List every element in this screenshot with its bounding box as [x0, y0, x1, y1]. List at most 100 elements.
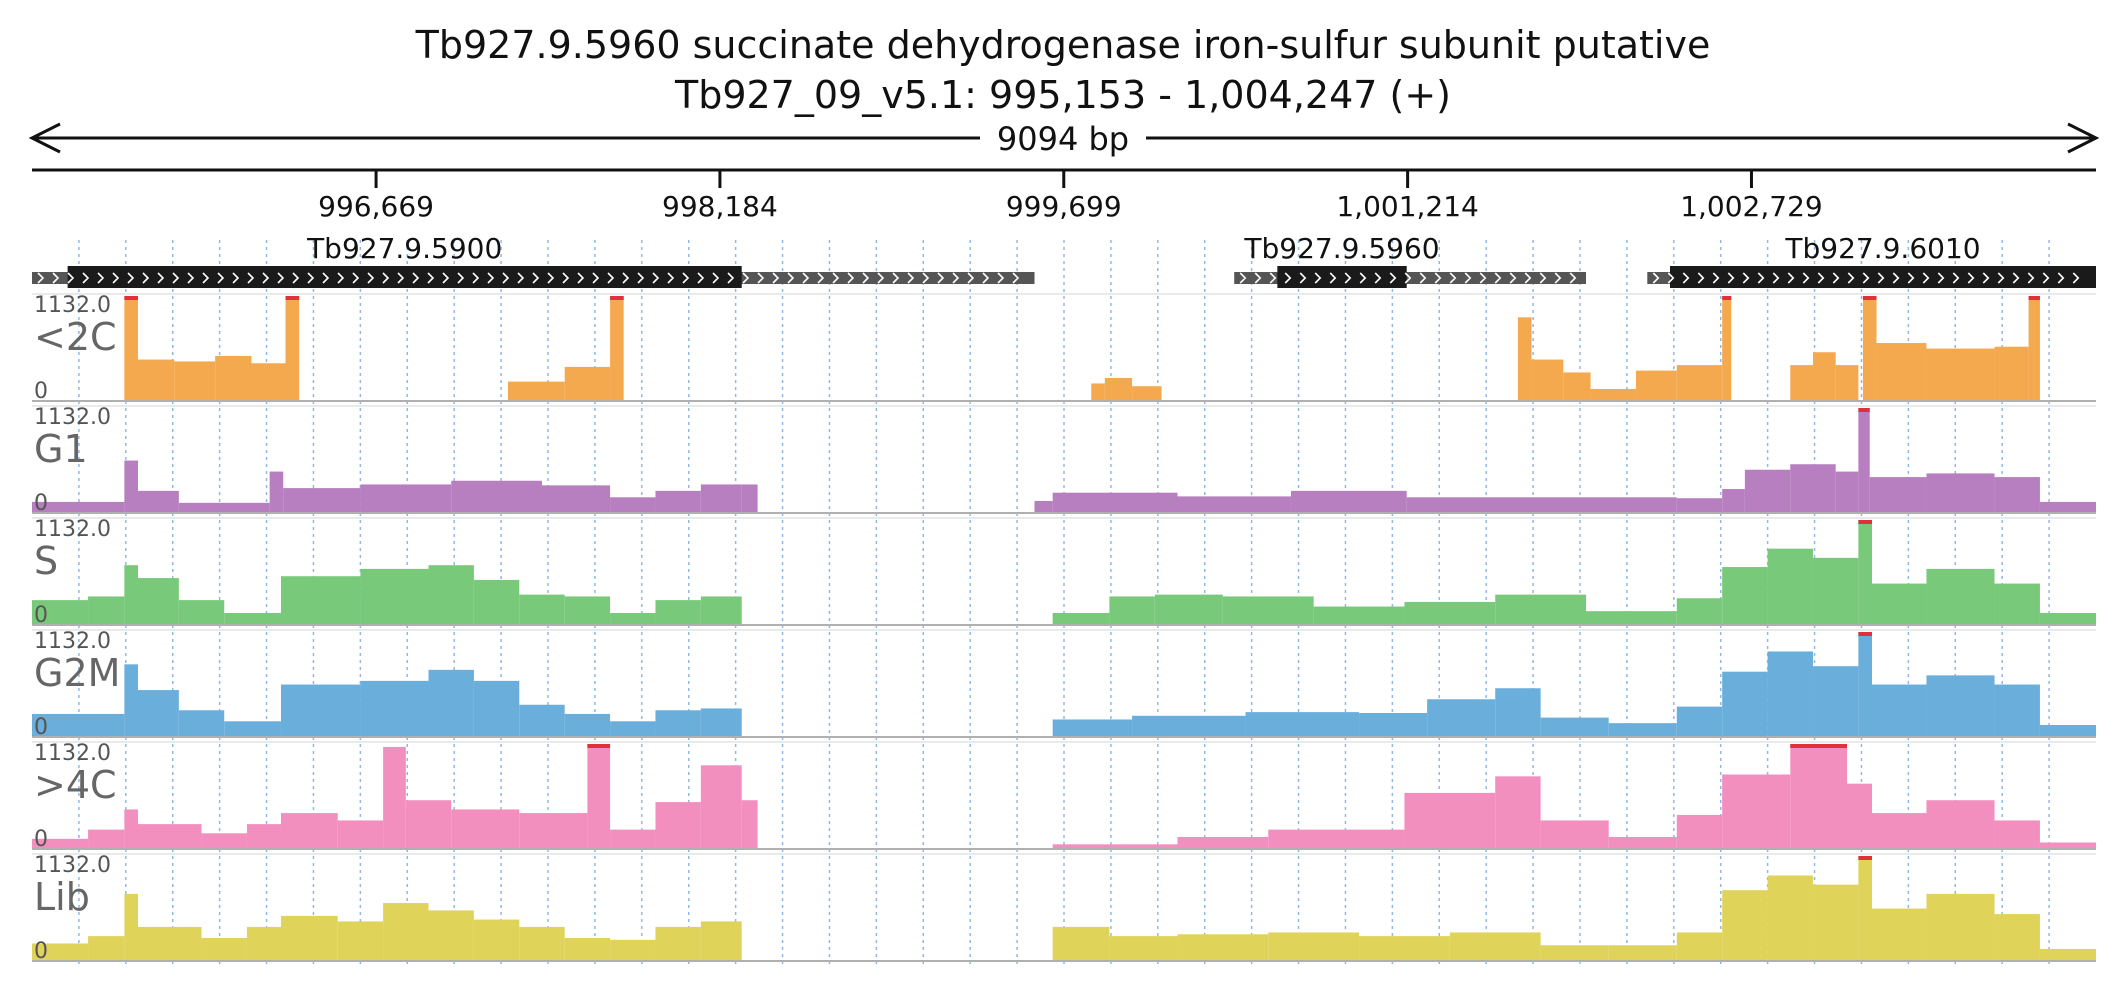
coverage-bar	[280, 915, 338, 960]
clip-marker	[1858, 856, 1872, 860]
coverage-bar	[700, 765, 742, 848]
coverage-bar	[1268, 829, 1405, 848]
coverage-bar	[1926, 568, 1995, 624]
span-label: 9094 bp	[997, 120, 1129, 158]
coverage-bar	[1052, 844, 1178, 848]
coverage-bar	[1790, 365, 1813, 400]
coverage-bar	[246, 824, 281, 848]
coverage-bar	[587, 744, 611, 848]
coverage-bar	[473, 680, 520, 736]
coverage-bar	[1790, 464, 1836, 512]
coverage-bar	[1676, 498, 1723, 512]
coverage-bar	[1869, 477, 1927, 512]
coverage-bar	[1767, 548, 1813, 624]
clip-marker	[2028, 296, 2040, 300]
coverage-bar	[610, 612, 656, 624]
clip-marker	[124, 296, 138, 300]
coverage-bar	[124, 565, 138, 624]
coverage-bar	[124, 893, 138, 960]
coverage-bar	[360, 568, 429, 624]
coverage-bar	[507, 381, 565, 400]
coverage-bar	[215, 355, 252, 400]
coverage-bar	[269, 471, 284, 512]
coverage-bar	[201, 937, 247, 960]
coverage-bar	[1862, 296, 1877, 400]
coverage-bar	[88, 829, 125, 848]
coverage-bar	[246, 926, 281, 960]
coverage-bar	[610, 721, 656, 736]
coverage-bar	[428, 910, 474, 960]
track-min-label: 0	[34, 491, 48, 516]
coverage-bar	[1790, 744, 1848, 848]
coverage-bar	[473, 579, 520, 624]
coverage-bar	[1222, 596, 1314, 624]
coverage-bar	[564, 366, 611, 400]
coverage-bar	[1722, 296, 1732, 400]
coverage-bar	[1744, 469, 1791, 512]
coverage-bar	[124, 460, 138, 512]
span-arrow: 9094 bp	[28, 120, 2100, 158]
coverage-bar	[564, 596, 611, 624]
clip-marker	[610, 296, 624, 300]
coverage-bar	[1540, 945, 1609, 960]
coverage-bar	[1608, 723, 1677, 736]
coverage-bar	[1406, 497, 1587, 512]
coverage-bar	[137, 824, 202, 848]
coverage-bar	[1871, 583, 1927, 624]
coverage-bar	[655, 490, 701, 512]
coverage-bar	[1359, 936, 1450, 960]
track-max-label: 1132.0	[34, 629, 111, 654]
track-name: G2M	[34, 651, 120, 695]
coverage-bar	[32, 838, 89, 848]
coverage-bar	[337, 921, 384, 960]
coverage-bar	[1404, 792, 1496, 848]
clip-marker	[1858, 408, 1870, 412]
coverage-bar	[1268, 932, 1360, 960]
coverage-bar	[1676, 706, 1723, 736]
coverage-bar	[610, 829, 656, 848]
coverage-bar	[1177, 934, 1269, 960]
coverage-bar	[1722, 489, 1745, 512]
coverage-bar	[1245, 712, 1360, 736]
track-name: G1	[34, 427, 88, 471]
coverage-bar	[1540, 820, 1609, 848]
coverage-bar	[741, 800, 758, 848]
clip-marker	[1862, 296, 1877, 300]
coverage-bar	[655, 600, 701, 624]
coverage-bar	[1994, 820, 2040, 848]
coverage-bar	[1858, 856, 1872, 960]
coverage-bar	[1835, 471, 1859, 512]
coverage-bar	[1154, 594, 1223, 624]
axis-tick-label: 1,001,214	[1336, 190, 1479, 223]
coverage-bar	[2039, 724, 2096, 736]
coverage-bar	[1313, 606, 1405, 624]
coverage-bar	[1052, 719, 1133, 736]
coverage-bar	[1091, 383, 1105, 400]
coverage-bar	[1994, 346, 2029, 400]
coverage-bar	[1586, 497, 1677, 512]
coverage-bar	[1767, 875, 1813, 960]
coverage-bar	[280, 684, 361, 736]
track-name: <2C	[34, 315, 117, 359]
coverage-bar	[1590, 388, 1636, 400]
coverage-bar	[1926, 348, 1995, 400]
coverage-track: 1132.0 0 <2C	[32, 293, 2096, 404]
coverage-bar	[1994, 477, 2040, 512]
gene-track: Tb927.9.5900 Tb927.9.5960 Tb927.9.6010	[32, 232, 2096, 288]
coverage-bar	[201, 833, 247, 848]
coverage-bar	[1994, 684, 2040, 736]
coverage-bar	[2028, 296, 2040, 400]
coverage-track: 1132.0 0 S	[32, 517, 2096, 628]
track-max-label: 1132.0	[34, 741, 111, 766]
coverage-bar	[1676, 932, 1723, 960]
coverage-bar	[1104, 377, 1133, 400]
coverage-bar	[451, 809, 520, 848]
axis-tick-label: 996,669	[318, 190, 434, 223]
coverage-bar	[1531, 359, 1564, 400]
coverage-bar	[280, 813, 338, 848]
coverage-bar	[32, 713, 125, 736]
coverage-bar	[2039, 612, 2096, 624]
track-max-label: 1132.0	[34, 405, 111, 430]
coverage-bar	[32, 600, 89, 624]
gene-label: Tb927.9.5900	[306, 232, 502, 265]
